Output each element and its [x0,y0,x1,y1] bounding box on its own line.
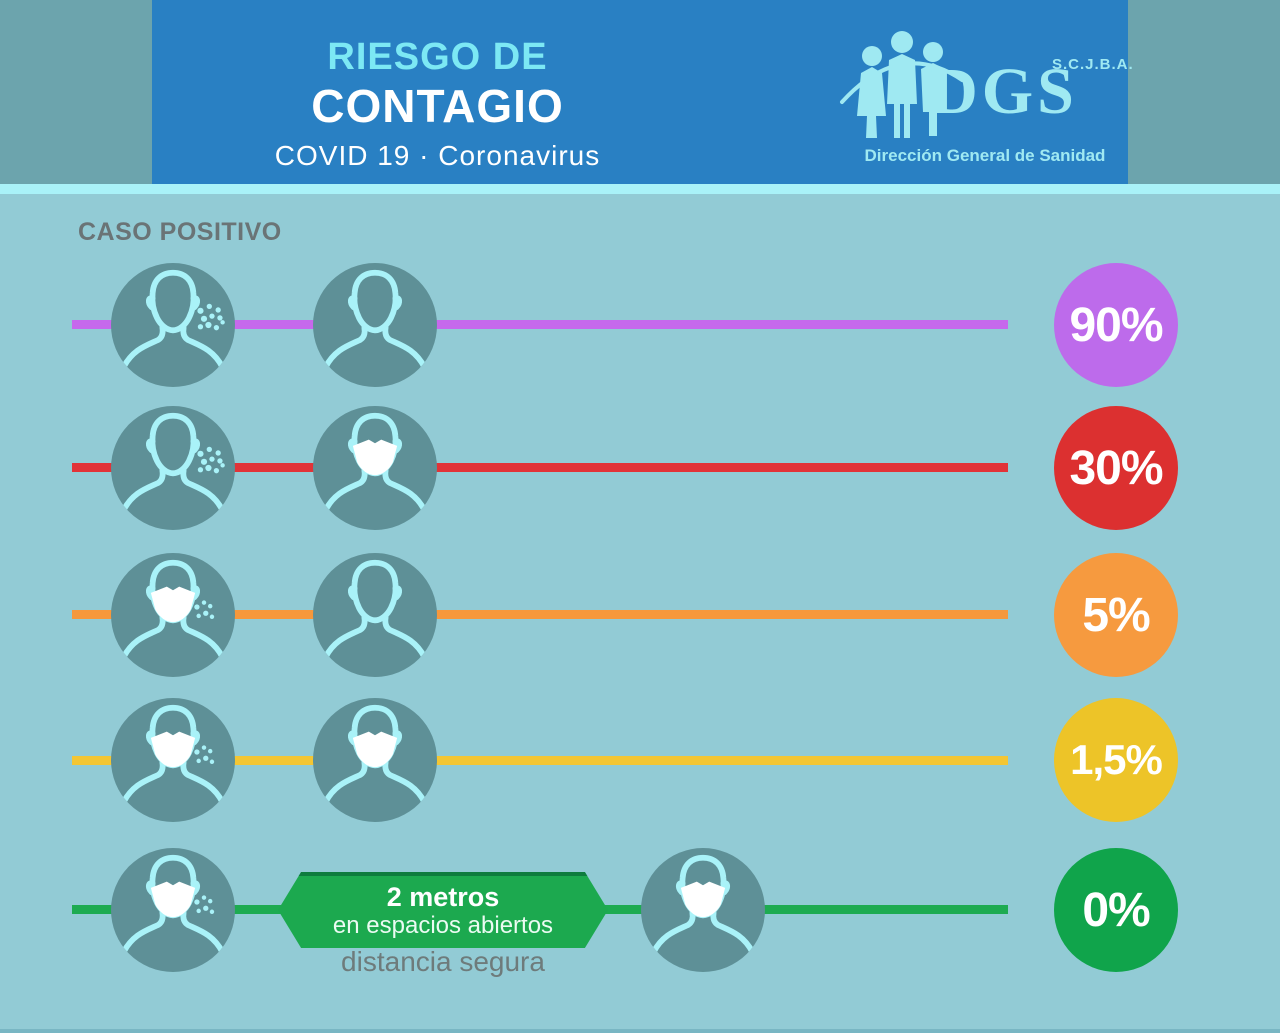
header-corner-left [0,0,152,184]
risk-line-1-5 [72,756,1008,765]
person-contact-icon [313,263,437,387]
bottom-edge [0,1029,1280,1033]
distance-banner: 2 metros en espacios abiertos [278,872,608,948]
banner-top-edge [297,872,589,876]
person-contact-icon [313,406,437,530]
person-infected-icon [111,263,235,387]
risk-percentage-value: 90% [1069,298,1163,352]
logo-acronym: DGS [930,55,1078,128]
person-infected-icon [111,406,235,530]
risk-percentage-badge-1-5: 1,5% [1054,698,1178,822]
risk-percentage-badge-5: 5% [1054,553,1178,677]
header-corner-right [1128,0,1280,184]
person-infected-icon [111,553,235,677]
logo-people-icon [840,31,964,138]
risk-percentage-badge-30: 30% [1054,406,1178,530]
risk-percentage-badge-0: 0% [1054,848,1178,972]
logo-top-acronym: S.C.J.B.A. [1052,56,1134,73]
page-title-line2: CONTAGIO [311,80,564,132]
safe-distance-caption: distancia segura [341,946,545,977]
person-contact-icon [641,848,765,972]
risk-line-90 [72,320,1008,329]
header-divider-stripe [0,184,1280,194]
risk-percentage-badge-90: 90% [1054,263,1178,387]
person-contact-icon [313,698,437,822]
risk-line-30 [72,463,1008,472]
page-title-line1: RIESGO DE [327,36,548,78]
person-contact-icon [313,553,437,677]
banner-distance-text: 2 metros [386,881,500,912]
person-infected-icon [111,698,235,822]
page-subtitle: COVID 19 · Coronavirus [274,140,601,171]
person-infected-icon [111,848,235,972]
header-band: RIESGO DE CONTAGIO COVID 19 · Coronaviru… [152,0,1133,184]
banner-context-text: en espacios abiertos [332,911,554,939]
logo-org-name: Dirección General de Sanidad [864,146,1106,165]
section-label: CASO POSITIVO [78,218,282,246]
header-titles: RIESGO DE CONTAGIO COVID 19 · Coronaviru… [255,34,620,176]
risk-percentage-value: 0% [1082,883,1150,937]
dgs-logo: S.C.J.B.A. DGS Dirección General de Sani… [812,0,1133,184]
risk-percentage-value: 1,5% [1070,736,1163,783]
risk-line-5 [72,610,1008,619]
risk-percentage-value: 5% [1082,588,1150,642]
risk-percentage-value: 30% [1069,441,1163,495]
